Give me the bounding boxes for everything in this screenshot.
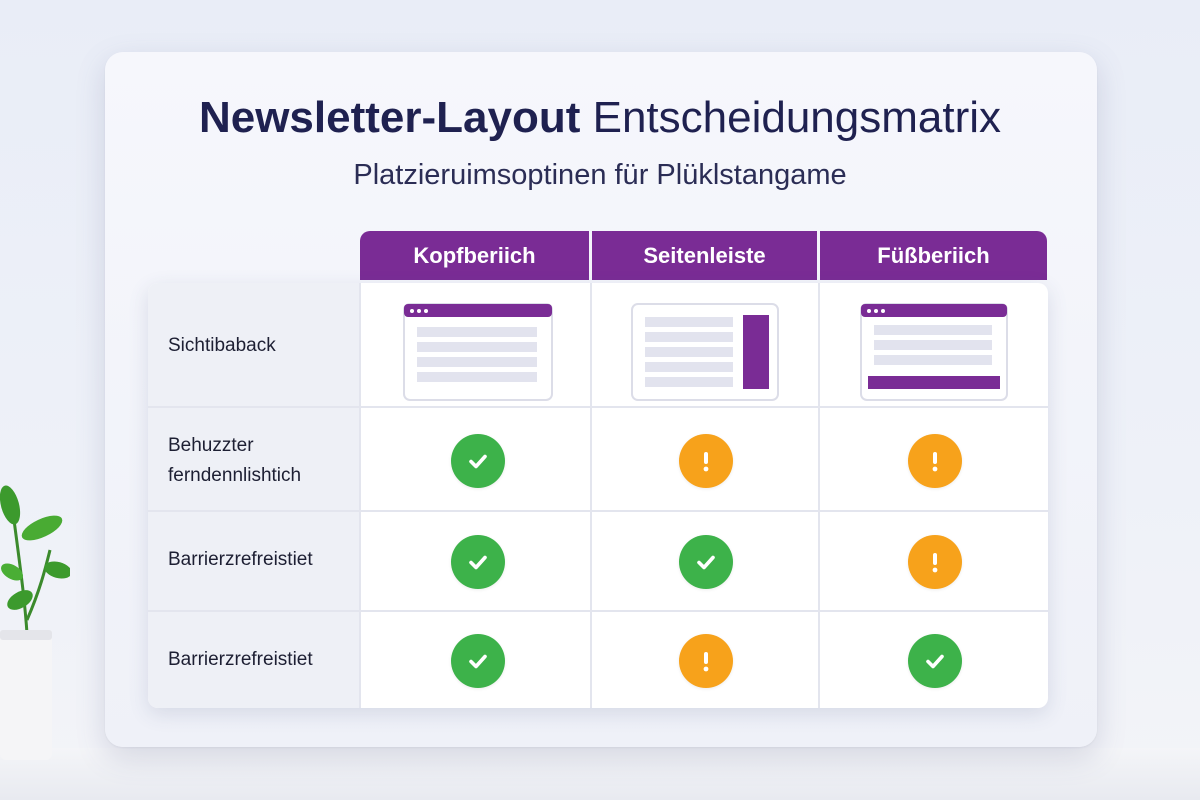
check-icon	[451, 535, 505, 589]
page-subtitle: Platzieruimsoptinen für Plüklstangame	[353, 159, 847, 191]
check-icon	[679, 535, 733, 589]
decision-matrix-table: Sichtibaback Behuzzter ferndennlishtich …	[148, 283, 1048, 708]
row-label-barrierefreiheit-2: Barrierzrefreistiet	[168, 649, 313, 670]
row-divider	[148, 610, 1048, 612]
row-label-column	[148, 283, 360, 708]
desk-surface	[0, 748, 1200, 800]
check-icon	[451, 434, 505, 488]
header-layout-icon	[403, 303, 553, 401]
column-divider	[590, 283, 592, 708]
potted-plant-decoration	[0, 485, 70, 760]
warning-icon	[908, 535, 962, 589]
warning-icon	[908, 434, 962, 488]
sidebar-layout-icon	[631, 303, 779, 401]
row-label-sichtbarkeit: Sichtibaback	[168, 335, 276, 356]
footer-layout-icon	[860, 303, 1008, 401]
title-bold: Newsletter-Layout	[198, 93, 581, 142]
column-header-fussbereich: Füßberiich	[820, 231, 1047, 280]
column-divider	[818, 283, 820, 708]
check-icon	[451, 634, 505, 688]
row-label-benutzerfreundlichkeit: Behuzzter ferndennlishtich	[168, 435, 302, 486]
row-divider	[148, 510, 1048, 512]
title-light: Entscheidungsmatrix	[592, 93, 1002, 142]
warning-icon	[679, 434, 733, 488]
page-title: Newsletter-Layout Entscheidungsmatrix	[0, 92, 1200, 144]
column-header-seitenleiste: Seitenleiste	[592, 231, 817, 280]
column-header-kopfbereich: Kopfberiich	[360, 231, 589, 280]
row-divider	[148, 406, 1048, 408]
row-label-barrierefreiheit-1: Barrierzrefreistiet	[168, 549, 313, 570]
check-icon	[908, 634, 962, 688]
warning-icon	[679, 634, 733, 688]
column-divider	[359, 283, 361, 708]
